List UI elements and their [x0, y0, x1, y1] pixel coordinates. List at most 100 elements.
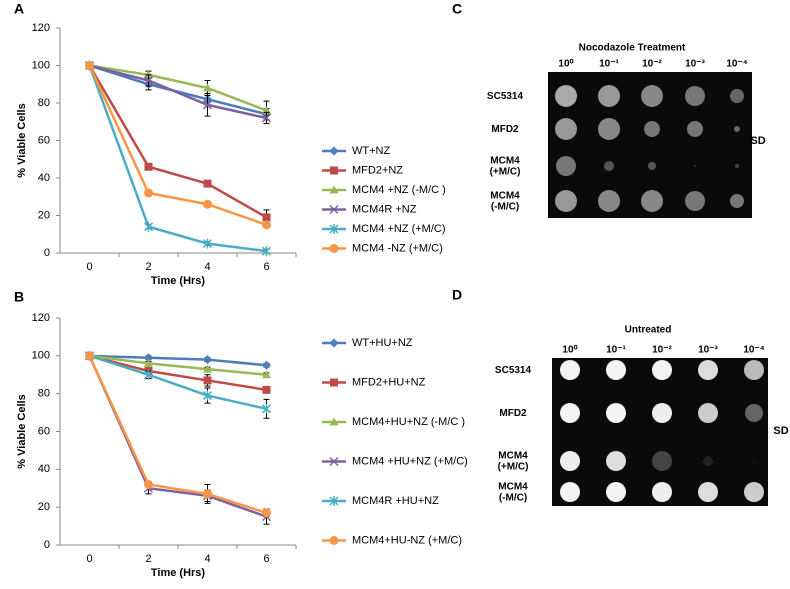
spot	[730, 89, 744, 103]
marker	[144, 162, 153, 171]
marker	[143, 369, 154, 380]
spot	[555, 118, 577, 140]
spot	[698, 403, 718, 423]
spot	[685, 86, 705, 106]
strain-label: MCM4 (-M/C)	[498, 481, 528, 503]
marker	[85, 351, 94, 361]
x-axis-label: Time (Hrs)	[151, 567, 206, 579]
strain-label-line: (-M/C)	[499, 492, 527, 503]
legend-label: MCM4+HU+NZ (-M/C )	[352, 416, 465, 428]
spot	[606, 451, 626, 471]
series-line	[89, 354, 267, 392]
series-line	[88, 65, 267, 253]
legend-label: MCM4R +NZ	[352, 203, 417, 215]
dilution-label: 10⁻²	[642, 59, 662, 70]
y-tick-label: 120	[32, 22, 50, 34]
dilution-label: 10⁻¹	[599, 59, 619, 70]
strain-label-line: MFD2	[499, 408, 527, 419]
dilution-label: 10⁻²	[652, 345, 672, 356]
strain-label: MCM4 (+M/C)	[490, 155, 521, 177]
series-line	[89, 354, 267, 367]
marker	[202, 238, 213, 249]
spot	[687, 121, 703, 137]
marker	[261, 113, 272, 123]
marker	[203, 199, 212, 209]
x-tick-label: 4	[204, 553, 210, 565]
legend-marker	[329, 244, 339, 253]
spot	[598, 118, 620, 140]
legend-label: MCM4 +HU+NZ (+M/C)	[352, 455, 468, 467]
marker	[203, 179, 212, 188]
assay-title: Untreated	[625, 325, 672, 336]
dilution-label: 10⁻⁴	[743, 345, 764, 356]
legend-label: MCM4 -NZ (+M/C)	[352, 242, 443, 254]
spot	[606, 360, 626, 380]
spot	[652, 482, 672, 502]
legend-label: WT+NZ	[352, 145, 390, 157]
strain-label-line: MFD2	[491, 124, 519, 135]
spot	[556, 156, 576, 176]
spot	[698, 360, 718, 380]
spot	[730, 194, 744, 208]
marker	[143, 221, 154, 232]
spot	[694, 165, 696, 167]
medium-label: SD	[750, 135, 765, 147]
spot	[641, 190, 663, 212]
x-tick-label: 4	[204, 261, 210, 273]
legend-marker	[330, 378, 338, 387]
spot	[698, 482, 718, 502]
spot	[606, 403, 626, 423]
marker	[261, 403, 272, 414]
marker	[144, 358, 153, 367]
marker	[262, 220, 271, 230]
spot	[648, 162, 656, 170]
series-line	[89, 64, 267, 120]
strain-label: MCM4 (-M/C)	[490, 190, 520, 212]
marker	[202, 100, 213, 110]
spot	[560, 451, 580, 471]
spot	[652, 360, 672, 380]
strain-label-line: (+M/C)	[490, 166, 521, 177]
legend-marker	[329, 224, 339, 234]
strain-label-line: MCM4	[498, 481, 528, 492]
y-tick-label: 120	[32, 312, 50, 324]
strain-label-line: (-M/C)	[491, 201, 519, 212]
marker	[203, 364, 212, 373]
spot	[652, 451, 672, 471]
marker	[202, 390, 213, 401]
series-line	[89, 354, 267, 376]
legend-marker	[329, 496, 339, 506]
strain-label-line: MCM4	[490, 155, 520, 166]
spot	[745, 404, 763, 422]
legend-label: MFD2+HU+NZ	[352, 376, 426, 388]
marker	[261, 246, 272, 257]
spot	[752, 459, 756, 463]
strain-label: SC5314	[495, 365, 532, 376]
marker	[262, 213, 271, 222]
y-tick-label: 20	[38, 209, 50, 221]
strain-label-line: (+M/C)	[498, 461, 529, 472]
legend-marker	[329, 456, 339, 467]
spot	[744, 360, 764, 380]
y-axis-label: % Viable Cells	[16, 394, 28, 468]
series-line	[89, 64, 267, 112]
dilution-label: 10⁰	[558, 59, 573, 70]
spot	[606, 482, 626, 502]
x-tick-label: 2	[145, 553, 151, 565]
y-tick-label: 0	[44, 247, 50, 259]
dilution-label: 10⁻⁴	[726, 59, 747, 70]
medium-label: SD	[773, 425, 788, 437]
marker	[203, 83, 212, 92]
spot	[560, 360, 580, 380]
marker	[203, 355, 212, 365]
spot	[734, 126, 740, 132]
x-tick-label: 6	[263, 261, 269, 273]
legend-marker	[329, 536, 339, 545]
strain-label: MCM4 (+M/C)	[498, 450, 529, 472]
panel-label: B	[14, 289, 24, 305]
legend-label: MCM4 +NZ (-M/C )	[352, 184, 446, 196]
strain-label-line: MCM4	[490, 190, 520, 201]
legend-marker	[329, 338, 339, 348]
marker	[203, 489, 212, 499]
